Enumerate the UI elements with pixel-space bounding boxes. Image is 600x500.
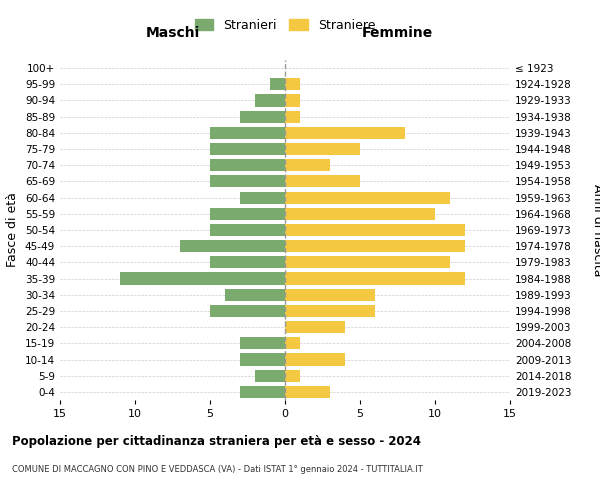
Bar bbox=[285, 208, 435, 220]
Bar bbox=[285, 240, 465, 252]
Bar bbox=[210, 176, 285, 188]
Bar bbox=[240, 192, 285, 203]
Text: Popolazione per cittadinanza straniera per età e sesso - 2024: Popolazione per cittadinanza straniera p… bbox=[12, 435, 421, 448]
Bar bbox=[285, 288, 375, 301]
Bar bbox=[285, 321, 345, 333]
Bar bbox=[285, 127, 405, 139]
Bar bbox=[285, 143, 360, 155]
Legend: Stranieri, Straniere: Stranieri, Straniere bbox=[194, 18, 376, 32]
Bar bbox=[285, 159, 330, 172]
Bar bbox=[285, 354, 345, 366]
Bar bbox=[210, 305, 285, 317]
Bar bbox=[285, 305, 375, 317]
Bar bbox=[120, 272, 285, 284]
Bar bbox=[240, 338, 285, 349]
Bar bbox=[285, 338, 300, 349]
Bar bbox=[285, 370, 300, 382]
Bar bbox=[180, 240, 285, 252]
Bar bbox=[285, 110, 300, 122]
Bar bbox=[285, 224, 465, 236]
Bar bbox=[225, 288, 285, 301]
Bar bbox=[285, 256, 450, 268]
Text: COMUNE DI MACCAGNO CON PINO E VEDDASCA (VA) - Dati ISTAT 1° gennaio 2024 - TUTTI: COMUNE DI MACCAGNO CON PINO E VEDDASCA (… bbox=[12, 465, 423, 474]
Bar bbox=[285, 386, 330, 398]
Bar bbox=[240, 110, 285, 122]
Bar bbox=[240, 386, 285, 398]
Y-axis label: Anni di nascita: Anni di nascita bbox=[591, 184, 600, 276]
Bar bbox=[210, 159, 285, 172]
Bar bbox=[285, 78, 300, 90]
Y-axis label: Fasce di età: Fasce di età bbox=[7, 192, 19, 268]
Bar bbox=[270, 78, 285, 90]
Bar bbox=[285, 272, 465, 284]
Bar bbox=[285, 176, 360, 188]
Bar bbox=[255, 370, 285, 382]
Bar bbox=[210, 256, 285, 268]
Bar bbox=[210, 224, 285, 236]
Bar bbox=[210, 143, 285, 155]
Bar bbox=[210, 208, 285, 220]
Text: Maschi: Maschi bbox=[145, 26, 200, 40]
Text: Femmine: Femmine bbox=[362, 26, 433, 40]
Bar bbox=[285, 94, 300, 106]
Bar bbox=[255, 94, 285, 106]
Bar bbox=[240, 354, 285, 366]
Bar bbox=[210, 127, 285, 139]
Bar bbox=[285, 192, 450, 203]
